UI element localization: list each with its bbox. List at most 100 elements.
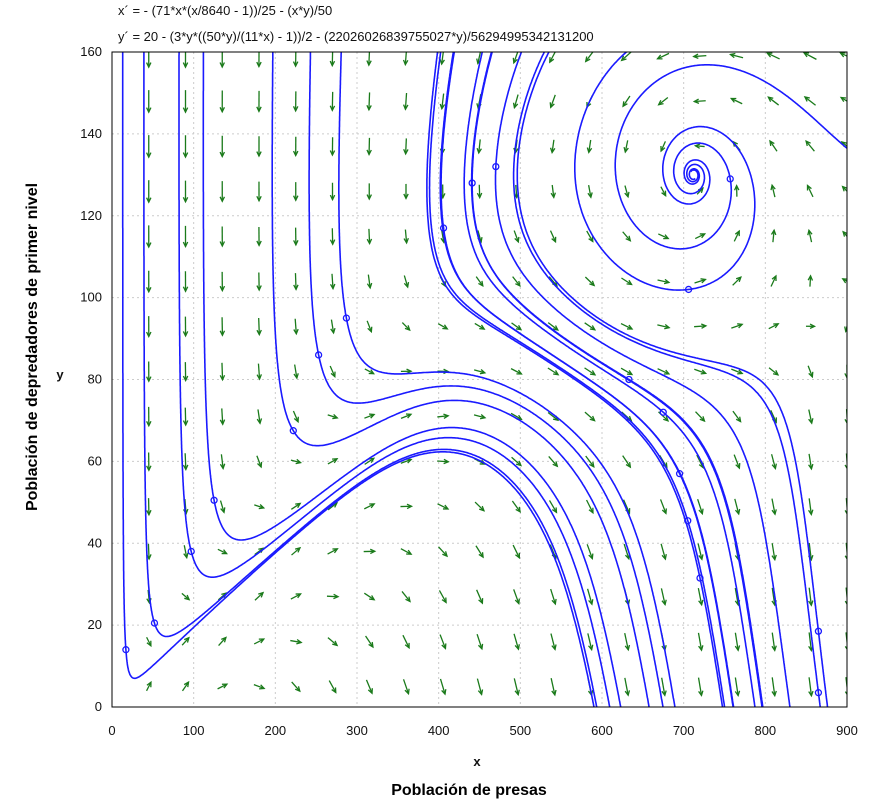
field-arrow-head: [620, 55, 627, 62]
field-arrow-head: [220, 507, 226, 514]
field-arrow: [476, 589, 484, 605]
field-arrow: [217, 683, 229, 690]
field-arrow: [293, 318, 299, 336]
field-arrow-head: [734, 645, 741, 652]
field-arrow-head: [332, 458, 339, 464]
field-arrow-shaft: [294, 318, 297, 334]
initial-point-marker: [210, 496, 218, 504]
field-arrow-head: [661, 690, 667, 697]
field-arrow-shaft: [326, 595, 339, 598]
trajectory-line: [614, 64, 847, 250]
ticks: 0 100 200 300 400 500 600 700 800 900 0 20 40 60 80 100…: [80, 44, 858, 738]
field-arrow: [329, 182, 336, 202]
field-arrow: [146, 316, 152, 338]
field-arrow: [256, 181, 262, 203]
field-arrow: [254, 591, 265, 601]
field-arrow: [181, 636, 190, 646]
field-arrow: [146, 406, 152, 428]
field-arrow-shaft: [733, 454, 740, 469]
field-arrow-shaft: [327, 458, 338, 465]
field-arrow-head: [368, 457, 376, 463]
field-arrow-shaft: [733, 230, 740, 242]
field-arrow-shaft: [657, 368, 670, 375]
field-arrow-shaft: [622, 455, 631, 468]
field-arrow-shaft: [695, 411, 705, 422]
field-arrow: [659, 499, 667, 515]
field-arrow: [803, 96, 816, 106]
field-arrow-shaft: [257, 409, 261, 424]
field-arrow-shaft: [694, 325, 706, 328]
field-arrow: [841, 278, 847, 284]
field-arrow-shaft: [221, 408, 224, 425]
field-arrow-shaft: [478, 139, 481, 153]
field-arrow: [366, 183, 373, 201]
trajectory-line: [512, 52, 822, 707]
field-arrow-shaft: [770, 454, 777, 469]
field-arrow: [437, 458, 450, 465]
field-arrow-shaft: [622, 95, 631, 107]
field-arrow-shaft: [657, 324, 670, 329]
field-arrow-head: [258, 504, 266, 510]
field-arrow: [146, 361, 152, 383]
field-arrow: [219, 408, 226, 426]
field-arrow: [692, 98, 706, 104]
field-arrow: [290, 458, 303, 465]
field-arrow-shaft: [549, 230, 557, 243]
field-arrow-head: [182, 375, 189, 383]
field-arrow-shaft: [807, 365, 813, 378]
field-arrow-shaft: [473, 369, 486, 374]
field-arrow-head: [145, 197, 152, 204]
field-arrow: [181, 680, 190, 692]
field-arrow-shaft: [474, 322, 485, 330]
field-arrow-head: [403, 281, 410, 289]
field-arrow-head: [219, 419, 226, 426]
field-arrow: [182, 52, 189, 69]
x-tick-label: 900: [836, 723, 858, 738]
field-arrow: [692, 53, 707, 59]
field-arrow: [219, 362, 226, 382]
field-arrow-head: [145, 62, 152, 69]
field-arrow-head: [292, 150, 299, 158]
field-arrow-head: [479, 369, 487, 375]
field-arrow-shaft: [771, 498, 776, 515]
field-arrow-shaft: [184, 453, 187, 470]
field-arrow-shaft: [697, 543, 703, 560]
field-arrow-shaft: [510, 412, 522, 420]
field-arrow: [694, 278, 707, 284]
field-arrow-shaft: [658, 233, 669, 240]
field-arrow: [584, 52, 594, 63]
initial-point-marker: [150, 619, 159, 627]
field-arrow: [694, 323, 708, 329]
field-arrow-head: [698, 599, 704, 607]
field-arrow-head: [369, 548, 377, 555]
field-arrow-head: [841, 278, 847, 284]
y-tick-label: 60: [88, 453, 102, 468]
field-arrow-head: [329, 194, 336, 202]
field-arrow-head: [844, 555, 847, 561]
field-arrow-head: [733, 184, 740, 191]
field-arrow-head: [806, 184, 812, 191]
field-arrow-head: [295, 458, 303, 465]
field-arrow-head: [366, 194, 373, 201]
field-arrow-head: [588, 507, 594, 515]
field-arrow-head: [514, 689, 520, 697]
field-arrow-shaft: [476, 589, 483, 604]
field-arrow-shaft: [694, 368, 706, 375]
field-arrow-shaft: [253, 638, 265, 645]
field-arrow: [585, 499, 594, 515]
field-arrow: [585, 455, 595, 468]
field-arrow-shaft: [474, 501, 485, 512]
field-arrow-shaft: [513, 230, 519, 243]
field-arrow-shaft: [658, 96, 669, 106]
y-tick-label: 140: [80, 126, 102, 141]
field-arrow-shaft: [548, 500, 558, 513]
field-arrow-shaft: [404, 229, 408, 243]
field-arrow: [512, 276, 521, 288]
field-arrow-shaft: [585, 52, 594, 62]
field-arrow-head: [182, 286, 189, 293]
field-arrow: [697, 677, 704, 697]
field-arrow-head: [295, 593, 302, 599]
field-arrow-head: [737, 323, 744, 329]
field-arrow-head: [802, 52, 810, 58]
